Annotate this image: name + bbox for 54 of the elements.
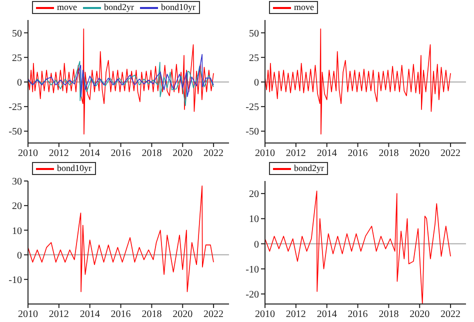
- legend-label: move: [294, 2, 314, 13]
- legend-label: bond2yr: [104, 2, 134, 13]
- x-tick-label: 2014: [316, 309, 337, 320]
- y-tick-label: 10: [12, 226, 22, 237]
- x-tick-label: 2022: [440, 148, 461, 160]
- y-tick-label: -25: [8, 102, 22, 114]
- x-tick-label: 2018: [378, 309, 399, 320]
- x-tick-label: 2020: [410, 309, 430, 320]
- x-tick-label: 2018: [142, 309, 162, 320]
- y-tick-label: 25: [249, 52, 259, 64]
- legend-label: bond10yr: [57, 163, 92, 174]
- x-tick-label: 2018: [378, 148, 399, 160]
- x-tick-label: 2018: [142, 148, 162, 160]
- y-tick-label: -25: [246, 102, 259, 114]
- y-tick-label: 0: [254, 239, 259, 250]
- y-tick-label: 25: [12, 52, 22, 64]
- x-tick-label: 2022: [204, 309, 224, 320]
- x-tick-label: 2010: [18, 148, 38, 160]
- x-tick-label: 2014: [80, 148, 100, 160]
- y-tick-label: 0: [17, 78, 22, 89]
- legend-label: move: [57, 2, 77, 13]
- y-tick-label: -50: [8, 126, 22, 138]
- x-tick-label: 2020: [410, 148, 430, 160]
- y-tick-label: 0: [17, 250, 22, 262]
- x-tick-label: 2010: [18, 309, 38, 320]
- legend-label: bond10yr: [161, 2, 196, 13]
- y-tick-label: -50: [246, 126, 259, 138]
- y-tick-label: 20: [12, 201, 22, 212]
- x-tick-label: 2010: [255, 309, 275, 320]
- x-tick-label: 2012: [286, 148, 306, 160]
- x-tick-label: 2016: [110, 148, 131, 160]
- y-tick-label: -20: [246, 290, 259, 301]
- x-tick-label: 2014: [80, 309, 100, 320]
- x-tick-label: 2012: [48, 148, 69, 160]
- y-tick-label: 20: [249, 189, 259, 200]
- x-tick-label: 2010: [255, 148, 275, 160]
- x-tick-label: 2022: [440, 309, 461, 320]
- y-tick-label: -10: [8, 274, 22, 286]
- x-tick-label: 2016: [110, 309, 131, 320]
- y-tick-label: 50: [249, 28, 259, 40]
- y-tick-label: 0: [254, 78, 259, 89]
- x-tick-label: 2022: [204, 148, 224, 160]
- x-tick-label: 2014: [316, 148, 337, 160]
- y-tick-label: 30: [12, 176, 22, 188]
- y-tick-label: -10: [246, 264, 259, 276]
- y-tick-label: 50: [12, 28, 22, 40]
- legend-label: bond2yr: [294, 163, 324, 174]
- x-tick-label: 2012: [48, 309, 69, 320]
- y-tick-label: 10: [249, 214, 259, 226]
- x-tick-label: 2020: [172, 148, 193, 160]
- x-tick-label: 2020: [172, 309, 193, 320]
- x-tick-label: 2016: [348, 148, 368, 160]
- x-tick-label: 2012: [286, 309, 306, 320]
- x-tick-label: 2016: [348, 309, 368, 320]
